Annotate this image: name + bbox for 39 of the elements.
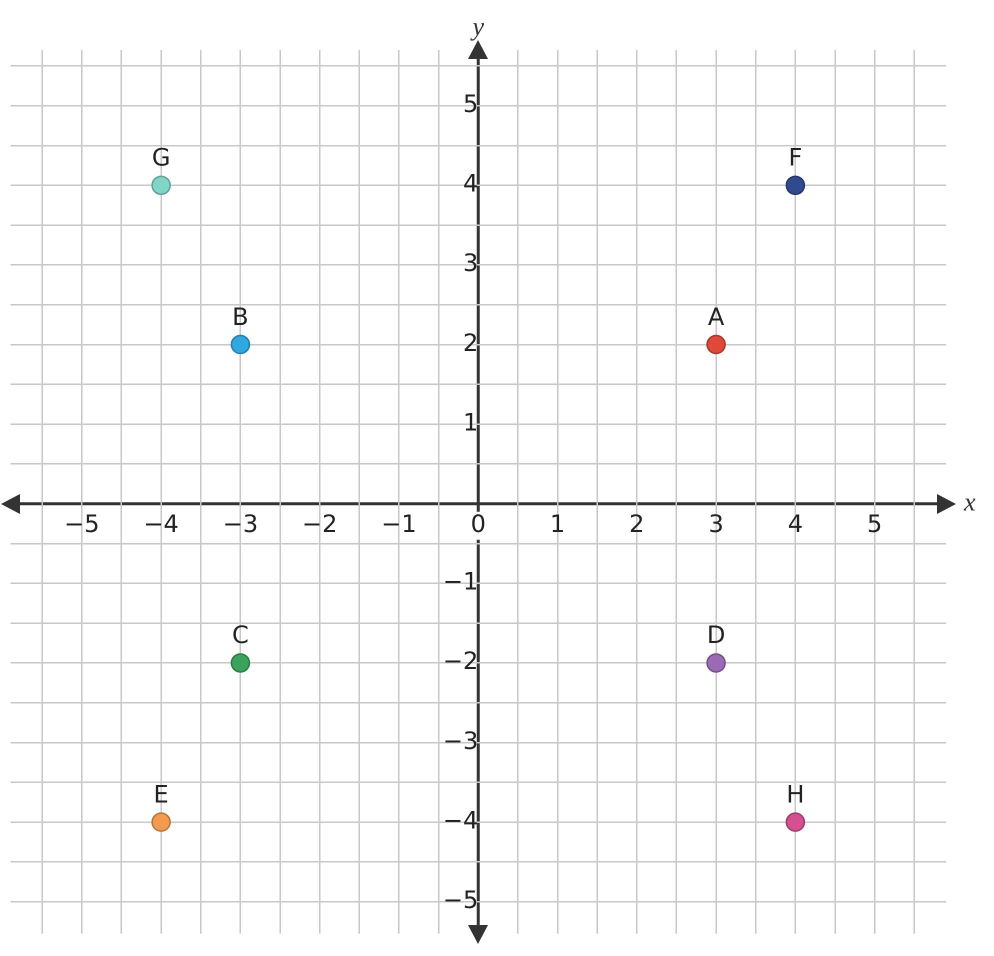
x-tick-label: 5 [867,510,882,538]
point [706,653,726,673]
point [230,334,250,354]
x-tick-label: −2 [302,510,338,538]
x-axis-title: x [963,488,976,517]
point [706,334,726,354]
annotation: C [232,621,249,650]
y-tick-label: 1 [462,408,478,436]
y-tick-label: 5 [462,90,478,118]
point [151,176,171,196]
y-tick-label: −4 [442,806,478,834]
y-tick-label: −2 [442,647,478,676]
x-tick-label: 3 [708,510,724,538]
annotation: H [786,780,804,808]
annotation: G [152,144,170,172]
y-tick-label: 3 [462,249,478,278]
x-tick-label: 2 [629,510,644,538]
point [786,176,806,196]
x-tick-label: 1 [550,510,566,538]
point [230,653,250,673]
y-tick-label: 2 [462,328,478,357]
x-tick-label: 4 [788,510,804,538]
annotation: F [788,144,802,172]
x-tick-label: −3 [222,510,258,538]
x-tick-label: 0 [470,510,486,538]
x-tick-label: −1 [381,510,417,538]
annotation: D [706,621,726,650]
y-tick-label: −3 [442,726,478,755]
annotation: B [232,302,249,331]
x-tick-label: −4 [143,510,179,538]
y-tick-label: 4 [462,170,478,198]
y-tick-label: −1 [442,568,478,596]
point [786,812,806,832]
annotation: E [154,780,169,808]
x-tick-label: −5 [64,510,100,538]
y-axis-title: y [469,12,484,41]
y-tick-label: −5 [442,886,478,914]
annotation: A [708,302,725,331]
point [151,812,171,832]
